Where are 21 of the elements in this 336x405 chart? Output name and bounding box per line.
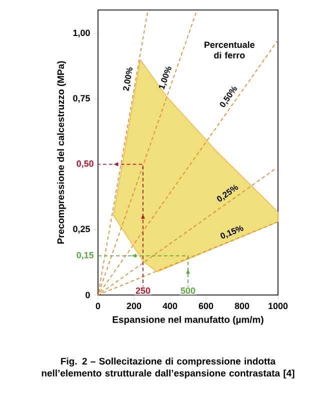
annotation: 250 <box>136 287 150 294</box>
x-tick-label: 0 <box>96 302 100 310</box>
y-tick-label: 0 <box>86 292 90 298</box>
y-tick-label: 0,75 <box>73 95 90 103</box>
y-tick-label: 1,00 <box>73 30 90 38</box>
x-tick-label: 600 <box>198 302 214 310</box>
text: 0,15% <box>220 225 244 239</box>
text: 1,00% <box>158 66 172 90</box>
annotation: 0,15 <box>76 252 94 260</box>
annotation: Percentuale di ferro <box>204 41 255 58</box>
x-axis-title: Espansione nel manufatto (µm/m) <box>112 316 264 325</box>
x-tick-label: 400 <box>162 302 178 310</box>
x-tick-label: 1000 <box>268 302 288 310</box>
text: Fig. 2 – Sollecitazione di compressione indotta nell’elemento strutturale dall’espansione contrastata [4] <box>42 358 294 378</box>
text: 2,00% <box>123 68 132 92</box>
annotation: 500 <box>180 287 196 294</box>
x-tick-label: 200 <box>126 302 142 310</box>
x-tick-label: 800 <box>234 302 250 310</box>
annotation: 0,50 <box>76 160 94 168</box>
y-tick-label: 0,25 <box>73 226 90 234</box>
y-axis-title: Precompressione del calcestruzzo (MPa) <box>57 61 66 244</box>
